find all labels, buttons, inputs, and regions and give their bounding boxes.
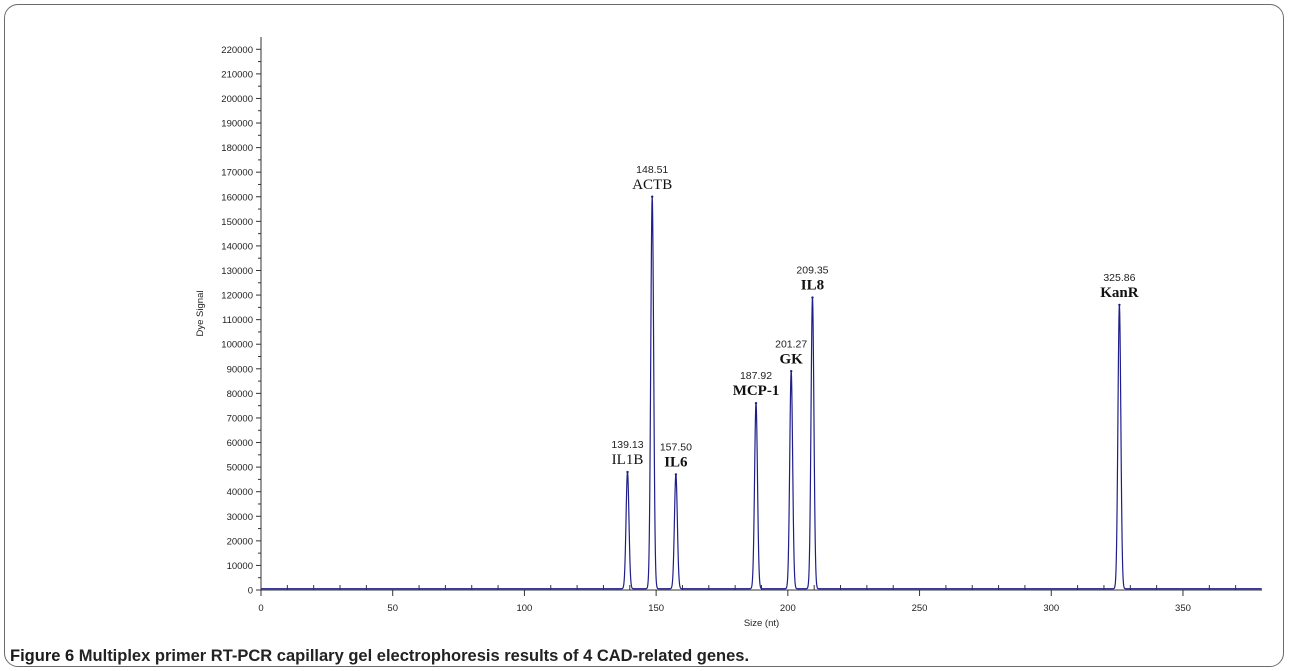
peak-gene-label: GK <box>780 351 804 367</box>
figure-frame <box>4 4 1284 667</box>
x-tick-label: 50 <box>387 603 398 614</box>
y-tick-label: 10000 <box>227 561 253 572</box>
y-tick-label: 20000 <box>227 536 253 547</box>
y-tick-label: 190000 <box>221 119 253 130</box>
peak-apex <box>789 370 793 373</box>
peak-gene-label: KanR <box>1100 285 1139 301</box>
y-tick-label: 110000 <box>222 315 253 326</box>
peak-size-label: 157.50 <box>660 441 692 453</box>
y-tick-label: 180000 <box>221 143 253 154</box>
peak-gene-label: IL8 <box>801 278 824 294</box>
y-tick-label: 130000 <box>221 266 253 277</box>
y-tick-label: 90000 <box>227 364 253 375</box>
peak-size-label: 201.27 <box>775 338 807 350</box>
peak-gene-label: ACTB <box>632 177 672 193</box>
y-tick-label: 0 <box>248 586 253 597</box>
x-tick-label: 200 <box>780 603 796 614</box>
y-tick-label: 200000 <box>221 94 253 105</box>
peak-size-label: 139.13 <box>611 439 643 451</box>
peak-apex <box>1118 303 1121 307</box>
y-tick-label: 150000 <box>221 217 253 228</box>
y-tick-label: 30000 <box>227 512 253 523</box>
figure-caption: Figure 6 Multiplex primer RT-PCR capilla… <box>10 647 749 666</box>
peak-apex <box>811 296 814 299</box>
x-axis: 0 50 100 150 200 250 300 350 <box>258 585 1262 614</box>
x-tick-label: 350 <box>1175 603 1191 614</box>
x-tick-label: 250 <box>912 603 928 614</box>
x-axis-title: Size (nt) <box>744 618 779 629</box>
y-tick-label: 70000 <box>227 413 253 424</box>
peak-gene-label: IL1B <box>612 452 644 468</box>
y-tick-label: 60000 <box>227 438 253 449</box>
peak-apex <box>651 195 654 198</box>
x-tick-label: 300 <box>1043 603 1059 614</box>
figure-label: Figure 6 <box>10 647 75 665</box>
peak-size-label: 325.86 <box>1103 272 1135 284</box>
peak-apex <box>754 402 758 405</box>
y-tick-label: 210000 <box>221 69 253 80</box>
x-tick-label: 100 <box>516 603 532 614</box>
peak-apex <box>626 470 629 474</box>
y-tick-label: 40000 <box>227 487 253 498</box>
y-tick-label: 170000 <box>221 168 253 179</box>
y-axis: 0 10000 20000 30000 40000 50000 60000 70000 8000… <box>221 37 262 597</box>
y-tick-label: 220000 <box>221 45 253 56</box>
x-tick-label: 0 <box>258 603 263 614</box>
x-tick-label: 150 <box>648 603 664 614</box>
peak-gene-label: IL6 <box>664 454 688 470</box>
y-tick-label: 80000 <box>227 389 253 400</box>
y-tick-label: 140000 <box>221 241 253 252</box>
y-tick-label: 120000 <box>221 291 253 302</box>
peak-gene-label: MCP-1 <box>733 383 780 399</box>
figure-caption-text: Multiplex primer RT-PCR capillary gel el… <box>78 647 750 665</box>
y-tick-label: 50000 <box>227 463 253 474</box>
y-tick-label: 160000 <box>221 192 253 203</box>
signal-line <box>261 196 1262 590</box>
peak-size-label: 187.92 <box>740 370 772 382</box>
y-tick-label: 100000 <box>221 340 253 351</box>
signal-trace <box>261 195 1262 590</box>
peak-size-label: 209.35 <box>796 265 828 277</box>
peak-apex <box>674 473 678 476</box>
y-axis-title: Dye Signal <box>195 291 206 337</box>
peak-size-label: 148.51 <box>636 164 668 176</box>
